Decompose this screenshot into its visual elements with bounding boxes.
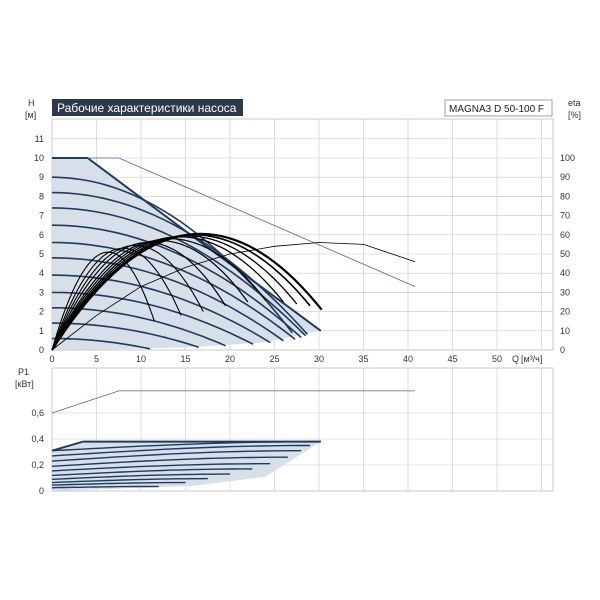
efficiency-curve-max [51, 242, 416, 351]
power-axis-unit: [кВт] [15, 379, 34, 389]
power-curve [51, 485, 159, 489]
y-tick-label: 5 [39, 249, 44, 259]
y-axis-label: H [28, 98, 35, 108]
x-tick-label: 25 [269, 354, 279, 364]
efficiency-curve [51, 244, 204, 351]
x-tick-label: 50 [492, 354, 502, 364]
efficiency-curve [51, 236, 284, 351]
power-axis-ticks: 0 0,2 0,4 0,6 [31, 408, 44, 496]
y-right-tick-label: 80 [560, 191, 570, 201]
y-right-tick-label: 10 [560, 326, 570, 336]
x-tick-label: 35 [358, 354, 368, 364]
power-tick-label: 0,4 [31, 434, 44, 444]
speed-curve [51, 224, 302, 339]
speed-curve [51, 274, 271, 344]
x-tick-label: 40 [403, 354, 413, 364]
y-tick-label: 1 [39, 326, 44, 336]
x-tick-label: 30 [314, 354, 324, 364]
y-tick-label: 8 [39, 191, 44, 201]
y-right-tick-label: 0 [560, 345, 565, 355]
x-tick-label: 45 [447, 354, 457, 364]
power-curve [51, 468, 253, 477]
y-right-tick-label: 30 [560, 287, 570, 297]
reference-line [87, 157, 416, 287]
y-right-tick-label: 70 [560, 211, 570, 221]
speed-curve [52, 337, 151, 350]
y-right-tick-label: 20 [560, 307, 570, 317]
x-axis-unit: [м³/ч] [521, 354, 542, 364]
efficiency-curve [51, 251, 155, 351]
y-tick-label: 11 [35, 134, 44, 144]
power-tick-label: 0,6 [31, 408, 44, 418]
x-tick-label: 15 [180, 354, 190, 364]
power-reference-line [51, 390, 416, 414]
power-curve [51, 444, 311, 457]
power-curve [51, 440, 321, 452]
y-right-axis-label: eta [568, 98, 581, 108]
efficiency-curve [51, 237, 267, 351]
power-curve [51, 477, 208, 484]
power-operating-area [51, 390, 416, 491]
y-right-tick-label: 100 [560, 153, 575, 163]
y-tick-label: 0 [39, 345, 44, 355]
y-right-tick-label: 40 [560, 268, 570, 278]
head-axis-ticks: 0 5 10 15 20 25 30 35 40 45 5001234567891011010203… [34, 134, 575, 364]
y-tick-label: 2 [39, 307, 44, 317]
y-tick-label: 10 [34, 153, 44, 163]
speed-curve [51, 257, 284, 342]
power-curve [51, 450, 302, 462]
speed-curve [51, 191, 308, 335]
power-area-fill [52, 441, 321, 491]
y-tick-label: 4 [39, 268, 44, 278]
y-tick-label: 9 [39, 172, 44, 182]
power-curve [51, 463, 271, 472]
y-tick-label: 3 [39, 287, 44, 297]
power-curve [51, 456, 288, 467]
x-tick-label: 5 [94, 354, 99, 364]
power-speed-curves [51, 440, 321, 489]
y-right-tick-label: 90 [560, 172, 570, 182]
efficiency-curve [51, 239, 249, 351]
power-tick-label: 0 [39, 486, 44, 496]
model-label: MAGNA3 D 50-100 F [449, 104, 544, 115]
power-axis-label: P1 [18, 367, 29, 377]
y-right-tick-label: 50 [560, 249, 570, 259]
efficiency-curve [51, 241, 227, 351]
y-right-tick-label: 60 [560, 230, 570, 240]
chart-title: Рабочие характеристики насоса [57, 101, 237, 115]
power-curve [51, 473, 230, 480]
power-plot-frame [51, 367, 554, 492]
title-box [52, 99, 243, 116]
x-tick-label: 20 [225, 354, 235, 364]
max-power-curve [51, 440, 321, 452]
model-box [444, 99, 553, 117]
efficiency-curves [51, 232, 416, 351]
power-tick-label: 0,2 [31, 460, 44, 470]
y-axis-unit: [м] [25, 110, 36, 120]
y-tick-label: 7 [39, 211, 44, 221]
x-axis-label: Q [512, 354, 519, 364]
operating-area-fill [52, 158, 321, 350]
power-curve [51, 481, 186, 486]
y-right-axis-unit: [%] [568, 110, 581, 120]
x-tick-label: 10 [136, 354, 146, 364]
efficiency-curve [51, 247, 182, 351]
y-tick-label: 6 [39, 230, 44, 240]
speed-curve [51, 291, 254, 345]
x-tick-label: 0 [49, 354, 54, 364]
speed-curve [52, 322, 200, 349]
